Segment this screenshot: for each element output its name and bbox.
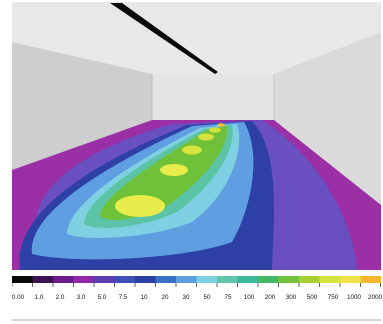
hotspots	[115, 123, 225, 217]
scale-swatch	[258, 276, 279, 283]
scale-swatch	[94, 276, 115, 283]
scale-label: 1000	[346, 294, 362, 301]
hotspot	[182, 145, 202, 155]
scale-swatch	[114, 276, 136, 283]
scale-swatch	[360, 276, 381, 283]
scale-swatch	[73, 276, 95, 283]
scale-label: 7.5	[118, 294, 128, 301]
hotspot	[209, 127, 221, 133]
color-legend: 0.00 1.0 2.0 3.0 5.0 7.5 10 20 30 50 75 100 200 300 50…	[11, 276, 383, 310]
scale-swatch	[278, 276, 300, 283]
scale-label: 5.0	[97, 294, 107, 301]
luminaire	[110, 3, 218, 74]
scale-swatch	[176, 276, 197, 283]
scale-swatch	[340, 276, 361, 283]
scale-swatch	[217, 276, 238, 283]
scale-swatch	[135, 276, 156, 283]
scale-label: 10	[140, 294, 148, 301]
scale-swatch	[12, 276, 33, 283]
back-wall	[152, 74, 274, 120]
scale-swatch	[155, 276, 177, 283]
scale-label: 1.0	[34, 294, 44, 301]
scale-label: 2000	[367, 294, 383, 301]
scale-label: 30	[182, 294, 190, 301]
hotspot	[217, 123, 225, 127]
scale-label: 300	[285, 294, 297, 301]
scale-label: 50	[203, 294, 211, 301]
hotspot	[160, 164, 188, 176]
scale-labels: 0.00 1.0 2.0 3.0 5.0 7.5 10 20 30 50 75 100 200 300 50…	[11, 292, 383, 304]
scale-swatch	[319, 276, 341, 283]
color-scale-bar	[12, 276, 381, 287]
left-wall	[12, 42, 152, 170]
scale-label: 100	[243, 294, 255, 301]
scale-label: 200	[264, 294, 276, 301]
isolux-render	[12, 2, 381, 270]
divider	[12, 319, 381, 321]
scale-swatch	[237, 276, 259, 283]
scale-label: 75	[224, 294, 232, 301]
hotspot	[115, 195, 165, 217]
scale-swatch	[196, 276, 218, 283]
scale-swatch	[32, 276, 54, 283]
scale-label: 0.00	[11, 294, 25, 301]
scale-label: 500	[306, 294, 318, 301]
scale-label: 750	[327, 294, 339, 301]
scale-swatch	[299, 276, 320, 283]
hotspot	[198, 133, 214, 141]
scale-label: 20	[161, 294, 169, 301]
scale-swatch	[53, 276, 74, 283]
scale-label: 2.0	[55, 294, 65, 301]
scale-label: 3.0	[76, 294, 86, 301]
right-wall	[274, 32, 381, 205]
